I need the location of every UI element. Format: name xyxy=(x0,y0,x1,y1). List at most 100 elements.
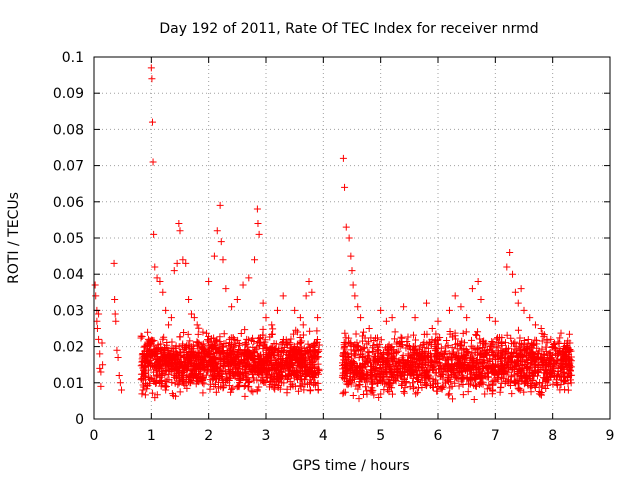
data-point xyxy=(355,395,363,403)
data-point xyxy=(339,365,347,373)
data-point xyxy=(416,370,424,378)
data-point xyxy=(156,357,164,365)
y-tick-label: 0.09 xyxy=(53,86,84,102)
data-point xyxy=(446,330,454,338)
data-point xyxy=(531,321,539,329)
data-point xyxy=(455,382,463,390)
data-point xyxy=(241,360,249,368)
data-point xyxy=(497,363,505,371)
data-point xyxy=(345,334,353,342)
data-point xyxy=(139,364,147,372)
data-point xyxy=(493,344,501,352)
data-point xyxy=(222,285,230,293)
data-point xyxy=(476,339,484,347)
data-point xyxy=(232,339,240,347)
data-point xyxy=(245,336,253,344)
data-point xyxy=(110,259,118,267)
data-point xyxy=(355,354,363,362)
x-tick-label: 4 xyxy=(319,428,328,444)
data-point xyxy=(138,390,146,398)
data-point xyxy=(269,376,277,384)
data-point xyxy=(535,347,543,355)
data-point xyxy=(434,340,442,348)
x-axis-label: GPS time / hours xyxy=(292,458,409,474)
data-point xyxy=(457,303,465,311)
data-point xyxy=(224,363,232,371)
data-point xyxy=(564,386,572,394)
data-point xyxy=(423,380,431,388)
data-point xyxy=(233,383,241,391)
data-point xyxy=(205,277,213,285)
data-point xyxy=(542,385,550,393)
data-point xyxy=(227,373,235,381)
data-point xyxy=(151,263,159,271)
data-point xyxy=(535,390,543,398)
data-point xyxy=(350,343,358,351)
data-point xyxy=(241,392,249,400)
data-point xyxy=(237,330,245,338)
data-point xyxy=(438,371,446,379)
data-point xyxy=(527,388,535,396)
data-point xyxy=(455,349,463,357)
data-point xyxy=(404,341,412,349)
data-point xyxy=(253,344,261,352)
data-point xyxy=(244,356,252,364)
data-point xyxy=(205,337,213,345)
data-point xyxy=(451,379,459,387)
data-point xyxy=(249,374,257,382)
data-point xyxy=(397,338,405,346)
data-point xyxy=(148,337,156,345)
data-point xyxy=(306,380,314,388)
data-point xyxy=(409,331,417,339)
data-point xyxy=(417,342,425,350)
data-point xyxy=(501,339,509,347)
data-point xyxy=(194,330,202,338)
data-point xyxy=(394,364,402,372)
data-point xyxy=(228,303,236,311)
data-point xyxy=(424,361,432,369)
data-point xyxy=(147,356,155,364)
data-point xyxy=(314,379,322,387)
data-point xyxy=(444,341,452,349)
data-point xyxy=(161,367,169,375)
data-point xyxy=(391,360,399,368)
data-point xyxy=(357,314,365,322)
data-point xyxy=(255,230,263,238)
data-point xyxy=(191,360,199,368)
data-point xyxy=(299,321,307,329)
data-point xyxy=(276,374,284,382)
data-point xyxy=(391,328,399,336)
data-point xyxy=(165,376,173,384)
y-axis-label: ROTI / TECUs xyxy=(6,192,22,284)
x-tick-label: 3 xyxy=(262,428,271,444)
data-point xyxy=(148,389,156,397)
data-point xyxy=(565,355,573,363)
data-point xyxy=(219,343,227,351)
data-point xyxy=(447,354,455,362)
data-point xyxy=(302,360,310,368)
data-point xyxy=(200,346,208,354)
data-point xyxy=(497,384,505,392)
data-point xyxy=(357,373,365,381)
data-point xyxy=(254,220,262,228)
data-point xyxy=(287,360,295,368)
data-point xyxy=(263,367,271,375)
data-point xyxy=(498,347,506,355)
data-point xyxy=(243,348,251,356)
data-point xyxy=(238,358,246,366)
data-point xyxy=(179,256,187,264)
data-point xyxy=(470,381,478,389)
data-point xyxy=(367,372,375,380)
data-point xyxy=(245,363,253,371)
data-point xyxy=(262,344,270,352)
data-point xyxy=(347,252,355,260)
data-point xyxy=(220,381,228,389)
data-point xyxy=(388,390,396,398)
data-point xyxy=(273,359,281,367)
data-point xyxy=(262,314,270,322)
y-tick-label: 0.04 xyxy=(53,267,84,283)
data-point xyxy=(452,335,460,343)
data-point xyxy=(290,370,298,378)
data-point xyxy=(274,347,282,355)
data-point xyxy=(549,380,557,388)
